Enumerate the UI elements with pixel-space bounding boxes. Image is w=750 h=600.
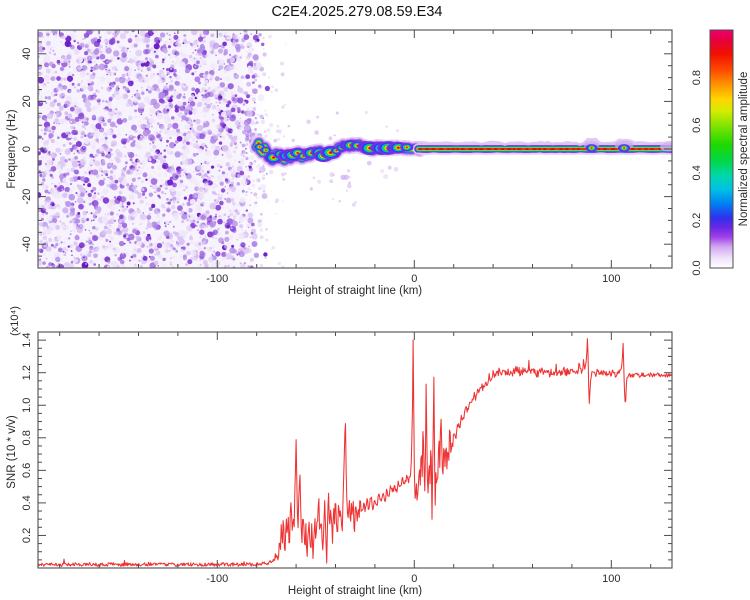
y-tick-label: 0 xyxy=(21,146,33,152)
y-tick-label: -40 xyxy=(21,236,33,252)
y-tick-label: 0.6 xyxy=(21,463,33,478)
colorbar-tick-label: 0.8 xyxy=(691,70,703,85)
x-tick-label: 100 xyxy=(602,573,620,585)
y-tick-label: 1.4 xyxy=(21,332,33,347)
bottom-yaxis-scale-label: (x10⁴) xyxy=(9,306,21,336)
x-tick-label: 100 xyxy=(602,273,620,285)
y-tick-label: 20 xyxy=(21,95,33,107)
x-tick-label: -100 xyxy=(206,573,228,585)
top-yaxis-label: Frequency (Hz) xyxy=(6,109,18,188)
x-tick-label: 0 xyxy=(411,573,417,585)
spectrogram-axes: -100 0 100 -40 -20 0 20 40 xyxy=(21,29,673,285)
figure-title: C2E4.2025.279.08.59.E34 xyxy=(272,4,443,20)
colorbar-tick-label: 0.4 xyxy=(691,165,703,180)
y-tick-label: 40 xyxy=(21,48,33,60)
colorbar: 0.0 0.2 0.4 0.6 0.8 xyxy=(691,29,734,276)
y-tick-label: 0.8 xyxy=(21,430,33,445)
y-tick-label: 0.4 xyxy=(21,495,33,510)
spectrogram-image xyxy=(38,30,672,268)
colorbar-tick-label: 0.0 xyxy=(691,260,703,275)
bottom-yaxis-label: SNR (10 * v/v) xyxy=(6,415,18,489)
snr-curve-layer xyxy=(38,338,672,568)
y-tick-label: 0.2 xyxy=(21,528,33,543)
y-tick-label: -20 xyxy=(21,189,33,205)
snr-axes: -100 0 100 0.2 0.4 0.6 0.8 1.0 1.2 1.4 xyxy=(21,331,673,585)
snr-line xyxy=(38,338,672,568)
x-tick-label: -100 xyxy=(206,273,228,285)
ridge-hot-blobs xyxy=(254,139,672,164)
colorbar-gradient xyxy=(709,29,734,269)
y-tick-label: 1.2 xyxy=(21,365,33,380)
colorbar-label: Normalized spectral amplitude xyxy=(738,72,750,227)
top-xaxis-label: Height of straight line (km) xyxy=(288,285,422,297)
noise-speckle-layer xyxy=(38,30,400,268)
bottom-xaxis-label: Height of straight line (km) xyxy=(288,585,422,597)
colorbar-tick-label: 0.2 xyxy=(691,213,703,228)
y-tick-label: 1.0 xyxy=(21,398,33,413)
x-tick-label: 0 xyxy=(411,273,417,285)
colorbar-tick-label: 0.6 xyxy=(691,118,703,133)
